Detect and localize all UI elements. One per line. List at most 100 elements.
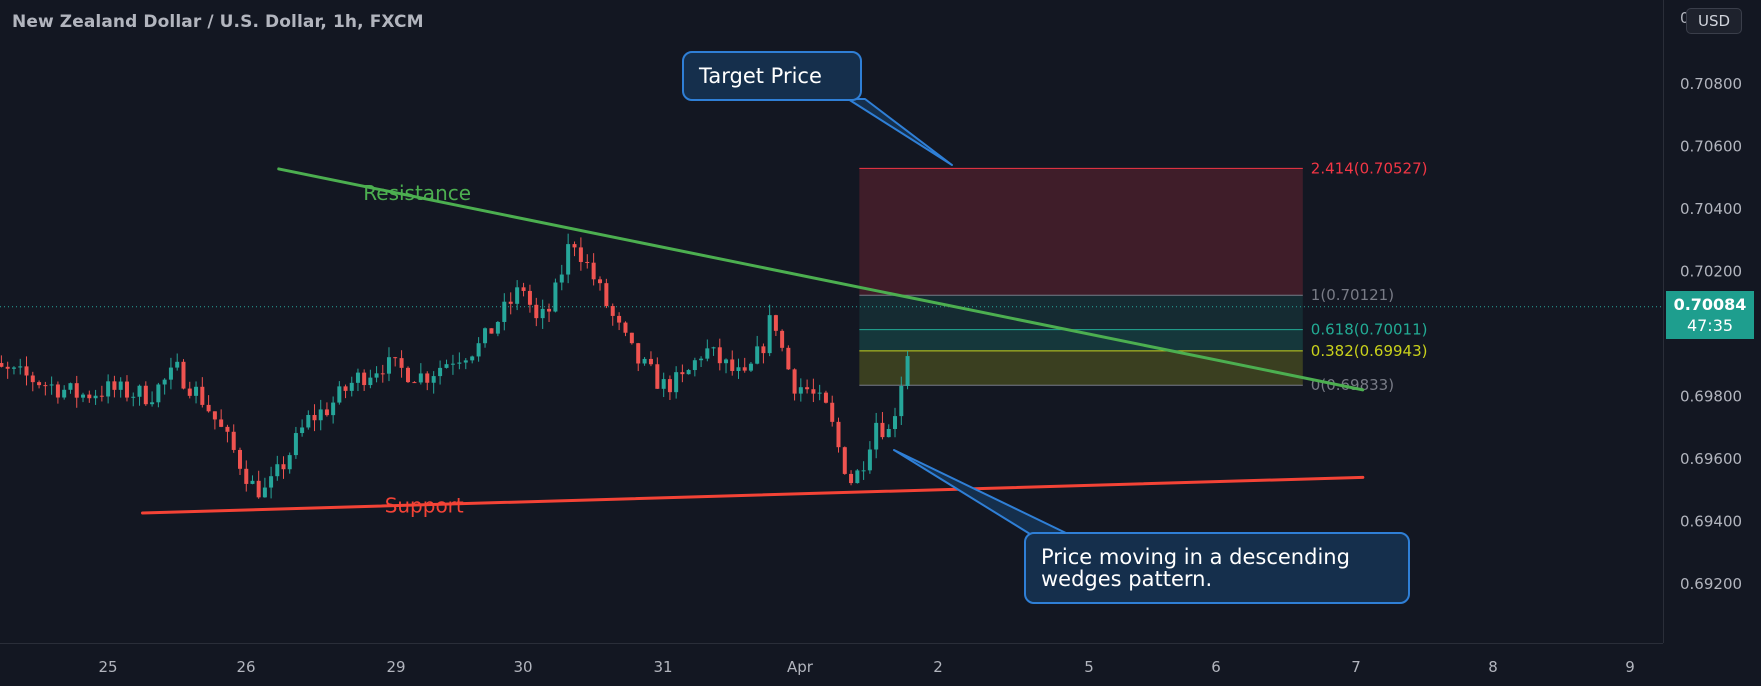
candle-body	[150, 402, 155, 405]
candle-body	[648, 358, 653, 365]
candle-body	[786, 347, 791, 370]
bar-countdown: 47:35	[1686, 316, 1734, 335]
fib-zone-0.618-0.382	[859, 329, 1303, 351]
candle-body	[527, 290, 532, 305]
candle-body	[81, 394, 86, 398]
candle-body	[0, 363, 4, 367]
candle-body	[399, 358, 404, 368]
candle-body	[515, 287, 520, 304]
time-tick-label: 26	[236, 658, 255, 676]
candle-body	[598, 279, 602, 284]
candle-body	[380, 373, 385, 375]
price-tick-label: 0.70800	[1680, 75, 1742, 93]
candle-body	[748, 363, 753, 371]
candle-body	[489, 328, 494, 334]
candle-body	[705, 348, 710, 359]
trendline-label-support: Support	[385, 494, 464, 518]
candle-body	[636, 343, 641, 364]
candle-body	[281, 464, 286, 470]
price-tick-label: 0.69400	[1680, 513, 1742, 531]
candle-body	[93, 395, 98, 399]
candle-body	[755, 346, 760, 364]
candle-body	[331, 402, 336, 416]
candle-body	[206, 404, 211, 412]
time-tick-label: 6	[1211, 658, 1221, 676]
candle-body	[200, 386, 205, 405]
candle-body	[237, 449, 242, 469]
wedge-callout-pointer	[893, 449, 1069, 535]
time-tick-label: Apr	[787, 658, 814, 676]
symbol-title: New Zealand Dollar / U.S. Dollar, 1h, FX…	[12, 12, 424, 32]
candle-body	[74, 383, 79, 398]
candle-body	[823, 392, 828, 403]
candle-body	[162, 379, 167, 385]
candle-body	[547, 308, 552, 312]
candle-body	[156, 384, 161, 403]
fib-level-label-0: 0(0.69833)	[1311, 376, 1394, 394]
fib-zone-2.414-1	[859, 168, 1303, 296]
candle-body	[438, 367, 443, 377]
fib-zone-0.382-0	[859, 350, 1303, 386]
candle-body	[830, 402, 835, 422]
candle-body	[49, 384, 54, 386]
candle-body	[553, 282, 558, 312]
candle-body	[256, 480, 261, 498]
candle-body	[463, 360, 468, 363]
candle-body	[899, 385, 904, 417]
candle-body	[842, 447, 847, 474]
candle-body	[585, 261, 590, 263]
fib-level-label-0.618: 0.618(0.70011)	[1311, 321, 1428, 339]
candle-body	[219, 419, 224, 427]
candle-body	[112, 381, 117, 390]
candle-body	[495, 321, 500, 334]
target-price-callout[interactable]: Target Price	[682, 51, 862, 101]
candle-body	[767, 315, 772, 354]
candle-body	[836, 421, 841, 448]
candle-body	[457, 362, 462, 364]
candle-body	[68, 383, 73, 390]
candle-body	[287, 455, 292, 470]
candle-body	[805, 387, 810, 390]
candle-body	[225, 426, 230, 432]
fib-level-label-1: 1(0.70121)	[1311, 286, 1394, 304]
candle-body	[312, 414, 317, 421]
time-tick-label: 8	[1488, 658, 1498, 676]
price-tick-label: 0.70600	[1680, 138, 1742, 156]
trendline-label-resistance: Resistance	[363, 181, 471, 205]
price-tick-label: 0.69800	[1680, 388, 1742, 406]
candle-body	[181, 361, 186, 389]
candle-body	[711, 347, 716, 349]
candle-body	[194, 386, 199, 396]
candle-body	[617, 315, 622, 323]
candle-body	[534, 304, 539, 319]
candle-body	[470, 356, 475, 361]
time-tick-label: 9	[1625, 658, 1635, 676]
candle-body	[578, 247, 583, 262]
candle-body	[5, 366, 10, 369]
candle-body	[262, 487, 267, 498]
candle-body	[425, 373, 430, 383]
trendline-support[interactable]	[141, 475, 1365, 515]
candle-body	[418, 373, 423, 383]
candle-body	[798, 387, 803, 394]
candle-body	[559, 274, 564, 283]
candle-body	[655, 364, 660, 389]
candle-body	[502, 301, 507, 322]
candle-body	[393, 357, 398, 359]
candle-body	[629, 332, 634, 344]
trendline-resistance[interactable]	[277, 167, 1365, 392]
candle-body	[642, 358, 647, 364]
candle-body	[349, 382, 354, 391]
candle-body	[30, 375, 35, 383]
candle-body	[717, 347, 722, 364]
candle-body	[431, 376, 436, 383]
candle-body	[386, 357, 391, 374]
current-price-value: 0.70084	[1673, 295, 1747, 314]
candle-body	[131, 396, 136, 398]
candle-body	[137, 385, 142, 397]
currency-button[interactable]: USD	[1686, 8, 1742, 34]
candle-body	[572, 244, 577, 248]
candle-body	[623, 322, 628, 333]
wedge-pattern-callout[interactable]: Price moving in a descending wedges patt…	[1024, 532, 1410, 604]
